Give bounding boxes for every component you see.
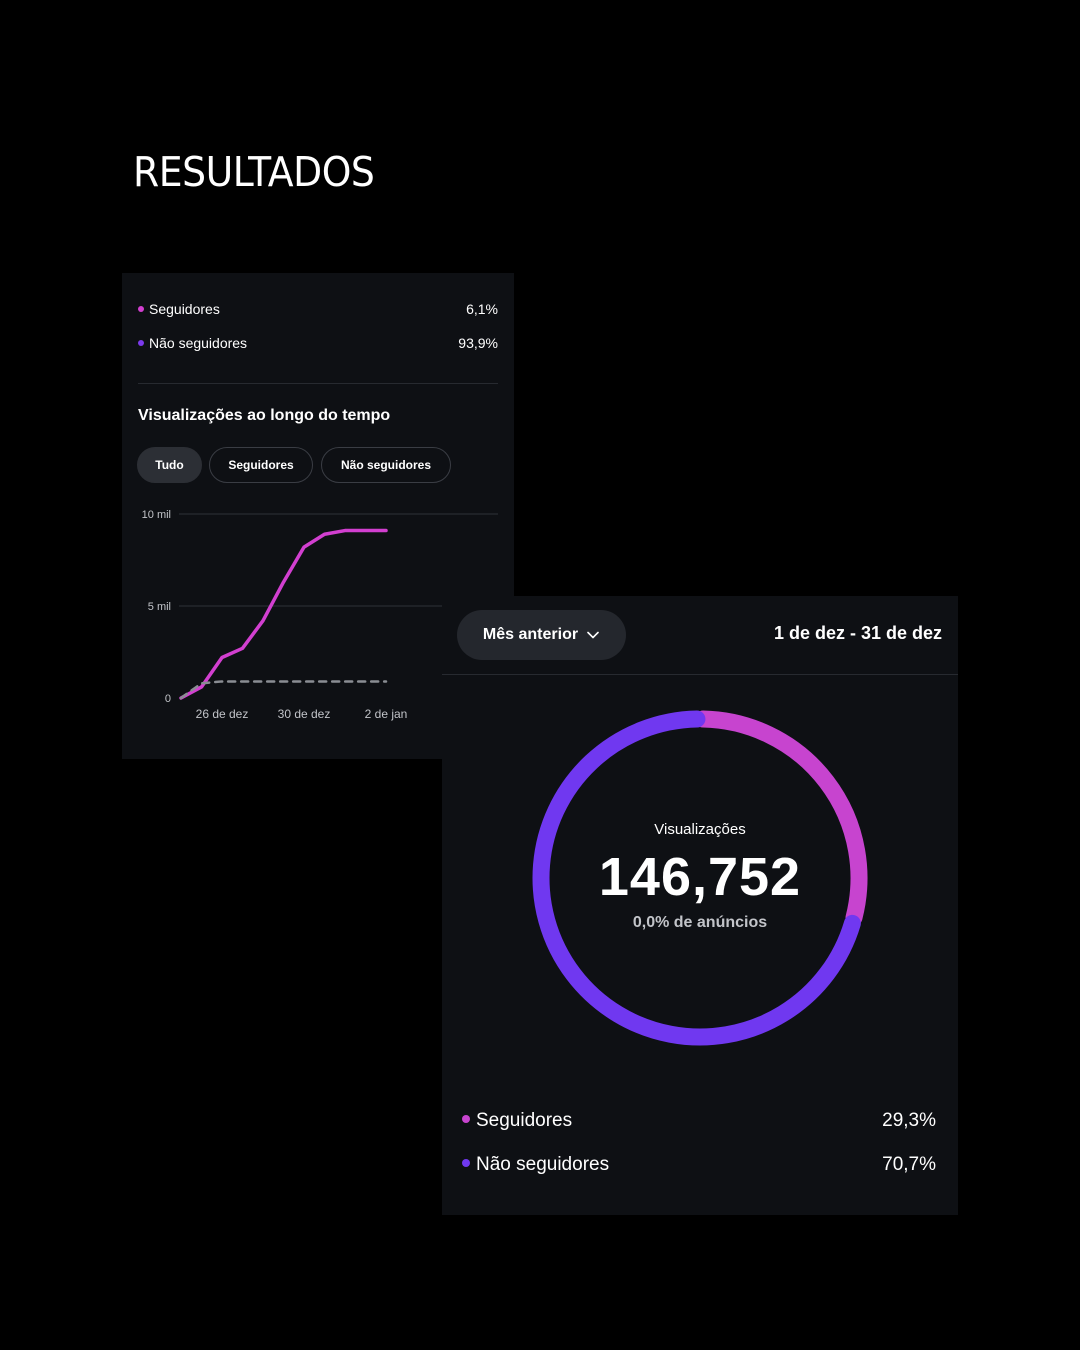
legend-label: Seguidores [476,1110,573,1131]
legend-row-followers: Seguidores 6,1% [138,301,498,321]
views-over-time-card: Seguidores 6,1% Não seguidores 93,9% Vis… [122,273,514,759]
legend-value: 6,1% [466,301,498,317]
y-tick-label: 5 mil [148,601,171,613]
followers-dot-icon [138,306,144,313]
legend-label: Seguidores [149,301,220,317]
period-label: Mês anterior [482,626,579,643]
views-donut-chart [532,710,868,1046]
x-tick-label: 26 de dez [196,707,249,721]
x-tick-label: 2 de jan [365,707,408,721]
legend-row-followers: Seguidores 29,3% [462,1110,936,1134]
followers-dot-icon [462,1114,470,1123]
donut-subtitle: 0,0% de anúncios [632,914,768,931]
x-tick-label: 30 de dez [278,707,331,721]
legend-value: 93,9% [458,335,498,351]
divider [138,383,498,384]
legend-value: 29,3% [882,1110,936,1131]
donut-label: Visualizações [654,821,746,838]
non-followers-series-line [179,680,388,700]
followers-series-line [179,528,388,700]
views-donut-card: Mês anterior 1 de dez - 31 de dez Visual… [442,596,958,1215]
page-title: RESULTADOS [133,148,375,196]
donut-value: 146,752 [598,847,802,907]
followers-slice [694,710,868,926]
legend-row-non-followers: Não seguidores 93,9% [138,335,498,355]
legend-label: Não seguidores [149,335,248,351]
legend-value: 70,7% [882,1154,936,1175]
filter-tab-all[interactable]: Tudo [137,447,202,483]
y-tick-label: 0 [165,693,171,705]
date-range: 1 de dez - 31 de dez [773,623,942,643]
non-followers-dot-icon [138,340,144,347]
section-title: Visualizações ao longo do tempo [138,407,391,424]
chevron-down-icon [587,631,599,639]
divider [442,674,958,675]
legend-label: Não seguidores [476,1154,610,1175]
legend-row-non-followers: Não seguidores 70,7% [462,1154,936,1178]
period-dropdown[interactable]: Mês anterior [457,610,626,660]
filter-tab-followers[interactable]: Seguidores [209,447,313,483]
filter-tab-non-followers[interactable]: Não seguidores [321,447,451,483]
non-followers-dot-icon [462,1158,470,1167]
y-tick-label: 10 mil [142,509,171,521]
non-followers-slice [532,710,861,1046]
